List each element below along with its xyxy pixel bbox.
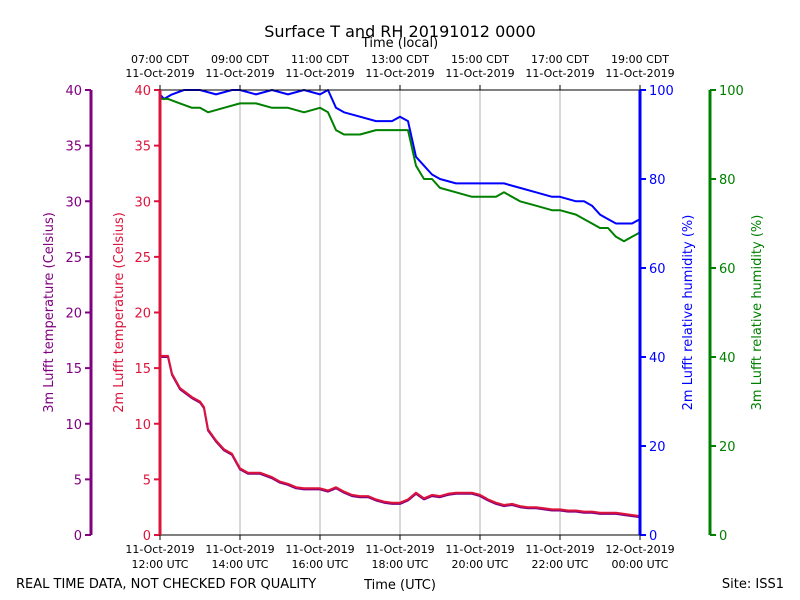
- top-tick-label-time: 15:00 CDT: [451, 53, 509, 66]
- chart-title: Surface T and RH 20191012 0000: [264, 22, 536, 41]
- y-tick-label-t3m: 10: [65, 418, 82, 433]
- top-tick-label-time: 17:00 CDT: [531, 53, 589, 66]
- y-tick-label-t3m: 35: [65, 140, 82, 155]
- x-tick-label-time: 20:00 UTC: [451, 558, 508, 571]
- top-tick-label-time: 13:00 CDT: [371, 53, 429, 66]
- x-tick-label-time: 22:00 UTC: [531, 558, 588, 571]
- y-tick-label-rh2m: 100: [649, 84, 674, 99]
- y-tick-label-t3m: 15: [65, 362, 82, 377]
- y-tick-label-t3m: 30: [65, 195, 82, 210]
- x-tick-label-date: 11-Oct-2019: [365, 543, 434, 556]
- axes-layer: 0 5 10 15 20 25 30 35 40 3m Lufft temperature (Ce…: [42, 84, 765, 544]
- quality-warning: REAL TIME DATA, NOT CHECKED FOR QUALITY: [16, 577, 316, 592]
- y-tick-label-rh3m: 20: [719, 440, 736, 455]
- y-tick-label-rh2m: 20: [649, 440, 666, 455]
- top-tick-label-date: 11-Oct-2019: [365, 67, 434, 80]
- y-tick-label-t2m: 40: [134, 84, 151, 99]
- x-tick-label-date: 11-Oct-2019: [525, 543, 594, 556]
- y-tick-label-rh2m: 0: [649, 529, 657, 544]
- y-tick-label-rh3m: 60: [719, 262, 736, 277]
- x-tick-label-date: 11-Oct-2019: [125, 543, 194, 556]
- site-label: Site: ISS1: [722, 577, 784, 592]
- y-axis-label-rh3m: 3m Lufft relative humidity (%): [750, 215, 765, 411]
- x-tick-label-date: 11-Oct-2019: [205, 543, 274, 556]
- grid-lines: [239, 90, 561, 535]
- x-tick-label-time: 12:00 UTC: [131, 558, 188, 571]
- x-tick-label-date: 12-Oct-2019: [605, 543, 674, 556]
- x-tick-label-time: 14:00 UTC: [211, 558, 268, 571]
- y-tick-label-t2m: 10: [134, 418, 151, 433]
- x-ticks-layer: 11-Oct-2019 12:00 UTC 11-Oct-2019 14:00 UTC…: [125, 53, 674, 571]
- x-tick-label-date: 11-Oct-2019: [285, 543, 354, 556]
- top-tick-label-time: 09:00 CDT: [211, 53, 269, 66]
- y-tick-label-rh3m: 40: [719, 351, 736, 366]
- y-tick-label-t3m: 20: [65, 307, 82, 322]
- x-tick-label-time: 00:00 UTC: [611, 558, 668, 571]
- x-axis-label: Time (UTC): [363, 578, 436, 593]
- y-tick-label-t2m: 25: [134, 251, 151, 266]
- y-tick-label-t3m: 5: [74, 473, 82, 488]
- top-tick-label-date: 11-Oct-2019: [605, 67, 674, 80]
- top-tick-label-time: 19:00 CDT: [611, 53, 669, 66]
- top-tick-label-date: 11-Oct-2019: [445, 67, 514, 80]
- x-tick-label-time: 16:00 UTC: [291, 558, 348, 571]
- top-tick-label-date: 11-Oct-2019: [125, 67, 194, 80]
- y-axis-label-t2m: 2m Lufft temperature (Celsius): [112, 212, 127, 413]
- y-tick-label-rh3m: 100: [719, 84, 744, 99]
- y-tick-label-t2m: 35: [134, 140, 151, 155]
- y-axis-label-t3m: 3m Lufft temperature (Celsius): [42, 212, 57, 413]
- y-tick-label-t2m: 15: [134, 362, 151, 377]
- top-tick-label-date: 11-Oct-2019: [205, 67, 274, 80]
- y-tick-label-t2m: 20: [134, 307, 151, 322]
- series-line-t2m: [160, 354, 641, 518]
- y-tick-label-rh2m: 80: [649, 173, 666, 188]
- y-tick-label-t3m: 40: [65, 84, 82, 99]
- y-tick-label-rh3m: 0: [719, 529, 727, 544]
- y-tick-label-t3m: 0: [74, 529, 82, 544]
- x-tick-label-date: 11-Oct-2019: [445, 543, 514, 556]
- x-tick-label-time: 18:00 UTC: [371, 558, 428, 571]
- y-tick-label-rh2m: 40: [649, 351, 666, 366]
- y-tick-label-t2m: 5: [143, 473, 151, 488]
- top-tick-label-date: 11-Oct-2019: [525, 67, 594, 80]
- y-axis-label-rh2m: 2m Lufft relative humidity (%): [681, 215, 696, 411]
- y-tick-label-t2m: 0: [143, 529, 151, 544]
- series-line-rh3m: [160, 97, 641, 243]
- y-tick-label-t3m: 25: [65, 251, 82, 266]
- top-axis-label: Time (local): [361, 36, 438, 51]
- top-tick-label-date: 11-Oct-2019: [285, 67, 354, 80]
- top-tick-label-time: 11:00 CDT: [291, 53, 349, 66]
- top-tick-label-time: 07:00 CDT: [131, 53, 189, 66]
- y-tick-label-rh3m: 80: [719, 173, 736, 188]
- y-tick-label-rh2m: 60: [649, 262, 666, 277]
- y-tick-label-t2m: 30: [134, 195, 151, 210]
